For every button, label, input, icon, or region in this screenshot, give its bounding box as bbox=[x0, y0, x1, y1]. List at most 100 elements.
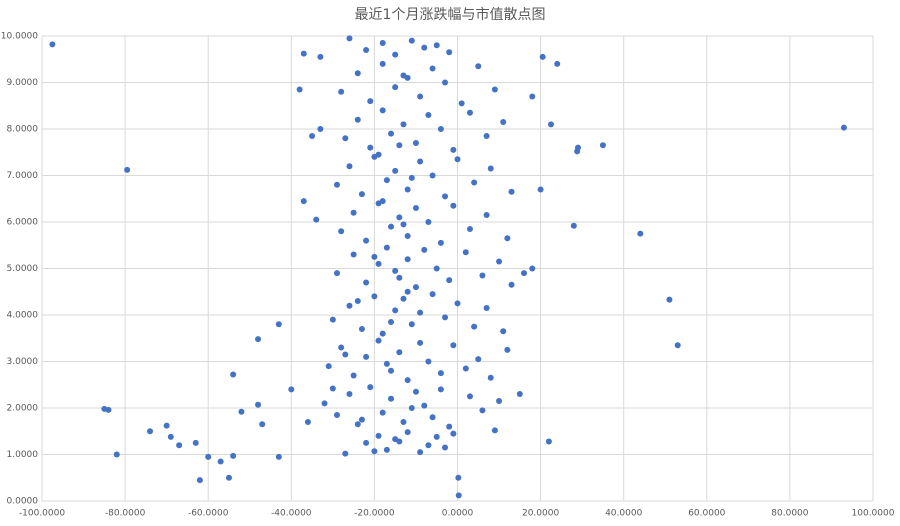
data-point bbox=[346, 35, 353, 42]
data-point bbox=[417, 309, 424, 316]
data-point bbox=[375, 151, 382, 158]
data-point bbox=[466, 225, 473, 232]
data-point bbox=[404, 288, 411, 295]
data-point bbox=[529, 265, 536, 272]
data-point bbox=[450, 146, 457, 153]
data-point bbox=[358, 325, 365, 332]
data-point bbox=[450, 342, 457, 349]
data-point bbox=[404, 232, 411, 239]
data-point bbox=[313, 216, 320, 223]
data-point bbox=[417, 93, 424, 100]
data-point bbox=[400, 72, 407, 79]
data-point bbox=[412, 388, 419, 395]
data-point bbox=[388, 367, 395, 374]
data-point bbox=[475, 63, 482, 70]
data-point bbox=[392, 51, 399, 58]
data-point bbox=[483, 212, 490, 219]
data-point bbox=[404, 377, 411, 384]
data-point bbox=[379, 330, 386, 337]
data-point bbox=[508, 281, 515, 288]
data-point bbox=[288, 386, 295, 393]
data-point bbox=[425, 358, 432, 365]
data-point bbox=[417, 158, 424, 165]
data-point bbox=[537, 186, 544, 193]
data-point bbox=[367, 98, 374, 105]
data-point bbox=[471, 323, 478, 330]
x-tick-label: 100.0000 bbox=[852, 509, 895, 519]
data-point bbox=[429, 414, 436, 421]
data-point bbox=[392, 267, 399, 274]
data-point bbox=[491, 427, 498, 434]
data-point bbox=[375, 432, 382, 439]
data-point bbox=[388, 395, 395, 402]
y-tick-label: 3.0000 bbox=[7, 357, 39, 367]
data-point bbox=[400, 221, 407, 228]
data-point bbox=[446, 277, 453, 284]
data-point bbox=[442, 444, 449, 451]
data-point bbox=[396, 349, 403, 356]
data-point bbox=[421, 44, 428, 51]
data-point bbox=[412, 139, 419, 146]
data-point bbox=[358, 416, 365, 423]
data-point bbox=[350, 372, 357, 379]
data-point bbox=[363, 279, 370, 286]
data-point bbox=[404, 256, 411, 263]
data-point bbox=[176, 442, 183, 449]
x-tick-label: -40.0000 bbox=[271, 509, 312, 519]
data-point bbox=[325, 363, 332, 370]
data-point bbox=[379, 60, 386, 67]
y-tick-label: 8.0000 bbox=[7, 125, 39, 135]
data-point bbox=[674, 342, 681, 349]
data-point bbox=[404, 429, 411, 436]
data-point bbox=[433, 265, 440, 272]
data-point bbox=[545, 438, 552, 445]
data-point bbox=[338, 88, 345, 95]
data-point bbox=[400, 418, 407, 425]
data-point bbox=[392, 167, 399, 174]
data-point bbox=[124, 166, 131, 173]
data-point bbox=[458, 100, 465, 107]
data-point bbox=[437, 386, 444, 393]
data-point bbox=[371, 293, 378, 300]
y-tick-label: 7.0000 bbox=[7, 171, 39, 181]
data-point bbox=[354, 116, 361, 123]
x-tick-label: -100.0000 bbox=[19, 509, 65, 519]
data-point bbox=[408, 174, 415, 181]
data-point bbox=[442, 79, 449, 86]
y-tick-label: 9.0000 bbox=[7, 78, 39, 88]
data-point bbox=[554, 60, 561, 67]
data-point bbox=[329, 316, 336, 323]
data-point bbox=[508, 188, 515, 195]
data-point bbox=[230, 371, 237, 378]
data-point bbox=[408, 37, 415, 44]
data-point bbox=[392, 84, 399, 91]
data-point bbox=[437, 126, 444, 132]
x-tick-label: 0.0000 bbox=[442, 509, 474, 519]
data-point bbox=[454, 300, 461, 307]
data-point bbox=[392, 307, 399, 314]
x-tick-label: 60.0000 bbox=[688, 509, 725, 519]
data-point bbox=[300, 198, 307, 205]
data-point bbox=[462, 365, 469, 372]
data-point bbox=[437, 239, 444, 246]
data-point bbox=[479, 407, 486, 414]
data-point bbox=[363, 237, 370, 244]
y-tick-label: 2.0000 bbox=[7, 404, 39, 414]
data-point bbox=[346, 302, 353, 309]
data-point bbox=[450, 202, 457, 209]
data-point bbox=[196, 477, 203, 484]
data-point bbox=[466, 109, 473, 116]
data-point bbox=[599, 142, 606, 149]
data-point bbox=[354, 421, 361, 428]
data-point bbox=[334, 270, 341, 277]
data-point bbox=[338, 228, 345, 235]
data-point bbox=[259, 421, 266, 428]
x-tick-label: 20.0000 bbox=[522, 509, 559, 519]
data-point bbox=[471, 179, 478, 186]
data-point bbox=[217, 458, 224, 465]
data-point bbox=[147, 428, 154, 435]
data-point bbox=[408, 405, 415, 411]
data-point bbox=[425, 112, 432, 119]
data-point bbox=[539, 53, 546, 60]
data-point bbox=[483, 132, 490, 139]
